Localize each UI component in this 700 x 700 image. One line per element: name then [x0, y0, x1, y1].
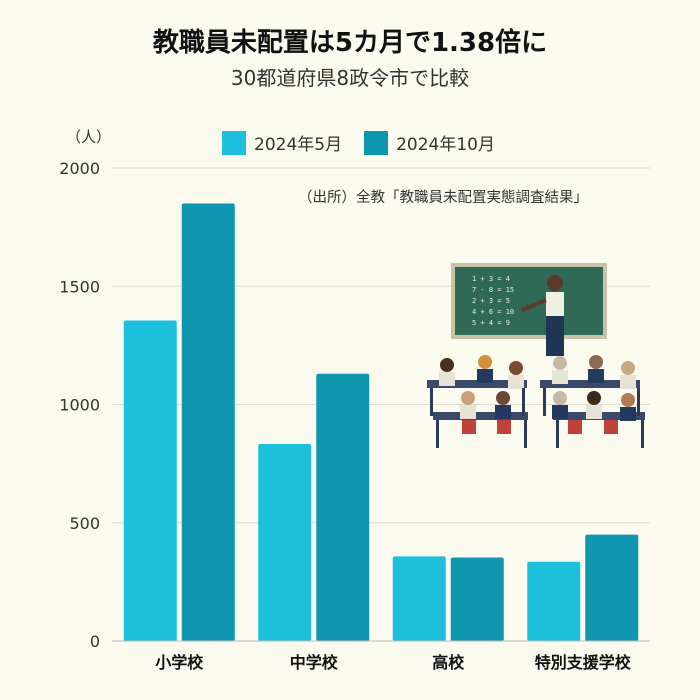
students-icon — [430, 355, 644, 448]
student-head-icon — [440, 358, 454, 372]
y-tick-label: 500 — [69, 514, 100, 533]
y-tick-label: 0 — [90, 632, 100, 651]
board-line: 7 - 8 = 15 — [472, 286, 514, 294]
y-tick-labels: 0 500 1000 1500 2000 — [59, 159, 100, 651]
student-head-icon — [553, 356, 567, 370]
classroom-illustration: 1 + 3 = 4 7 - 8 = 15 2 + 3 = 5 4 + 6 = 10 5 … — [427, 263, 645, 448]
desk-icon — [540, 380, 640, 388]
y-tick-label: 2000 — [59, 159, 100, 178]
student-head-icon — [621, 393, 635, 407]
legend-item-may: 2024年5月 — [222, 130, 342, 155]
backpack-icon — [568, 420, 582, 434]
y-axis-unit-label: （人） — [66, 128, 112, 146]
board-line: 2 + 3 = 5 — [472, 297, 510, 305]
bar-may-1 — [258, 443, 312, 641]
bar-oct-2 — [450, 557, 504, 641]
chart-subtitle: 30都道府県8政令市で比較 — [230, 66, 470, 90]
desk-leg-icon — [430, 388, 433, 416]
legend: 2024年5月 2024年10月 — [222, 130, 495, 155]
source-note: （出所）全教「教職員未配置実態調査結果」 — [298, 190, 588, 206]
legend-swatch-may — [222, 130, 246, 155]
student-head-icon — [589, 355, 603, 369]
bar-oct-3 — [585, 534, 639, 641]
board-line: 1 + 3 = 4 — [472, 275, 510, 283]
category-label: 高校 — [432, 653, 465, 672]
student-body-icon — [586, 405, 602, 419]
student-body-icon — [552, 405, 568, 419]
bar-oct-1 — [316, 373, 370, 641]
legend-item-oct: 2024年10月 — [364, 130, 495, 155]
student-body-icon — [620, 407, 636, 421]
desk-icon — [433, 412, 528, 420]
backpack-icon — [462, 420, 476, 434]
desk-leg-icon — [543, 388, 546, 416]
y-tick-label: 1500 — [59, 277, 100, 296]
student-body-icon — [552, 370, 568, 384]
desk-icon — [427, 380, 527, 388]
teacher-head-icon — [547, 275, 563, 291]
backpack-icon — [497, 420, 511, 434]
bars — [123, 203, 639, 641]
student-body-icon — [495, 405, 511, 419]
legend-swatch-oct — [364, 130, 389, 155]
student-head-icon — [553, 391, 567, 405]
student-body-icon — [508, 375, 524, 389]
teacher-arm-icon — [521, 298, 547, 312]
student-body-icon — [477, 369, 493, 383]
backpack-icon — [604, 420, 618, 434]
desk-leg-icon — [556, 420, 559, 448]
board-line: 4 + 6 = 10 — [472, 308, 514, 316]
legend-label-oct: 2024年10月 — [396, 135, 495, 155]
bar-may-0 — [123, 320, 177, 641]
desk-leg-icon — [522, 388, 525, 416]
blackboard-text: 1 + 3 = 4 7 - 8 = 15 2 + 3 = 5 4 + 6 = 10 5 … — [472, 275, 514, 327]
blackboard-icon — [451, 263, 607, 339]
desk-leg-icon — [641, 420, 644, 448]
student-head-icon — [478, 355, 492, 369]
student-head-icon — [496, 391, 510, 405]
student-body-icon — [620, 375, 636, 389]
student-head-icon — [587, 391, 601, 405]
category-label: 小学校 — [155, 653, 204, 672]
chart-title: 教職員未配置は5カ月で1.38倍に — [152, 28, 548, 58]
student-body-icon — [460, 405, 476, 419]
bar-may-2 — [392, 556, 446, 641]
student-head-icon — [621, 361, 635, 375]
category-label: 中学校 — [290, 653, 339, 672]
y-tick-label: 1000 — [59, 396, 100, 415]
student-body-icon — [588, 369, 604, 383]
board-line: 5 + 4 = 9 — [472, 319, 510, 327]
desk-leg-icon — [637, 388, 640, 416]
student-head-icon — [461, 391, 475, 405]
student-head-icon — [509, 361, 523, 375]
category-labels: 小学校 中学校 高校 特別支援学校 — [155, 653, 632, 672]
bar-may-3 — [527, 561, 581, 641]
desk-leg-icon — [436, 420, 439, 448]
teacher-skirt-icon — [546, 316, 564, 356]
bar-oct-0 — [181, 203, 235, 641]
student-body-icon — [439, 372, 455, 386]
teacher-shirt-icon — [546, 292, 564, 316]
category-label: 特別支援学校 — [535, 653, 632, 672]
desk-leg-icon — [524, 420, 527, 448]
legend-label-may: 2024年5月 — [254, 135, 343, 155]
